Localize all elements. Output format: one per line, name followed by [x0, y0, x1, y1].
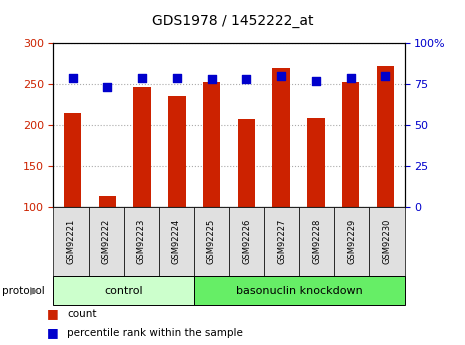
Text: GSM92225: GSM92225: [207, 219, 216, 264]
Text: GSM92230: GSM92230: [383, 219, 392, 264]
Point: [173, 75, 180, 80]
Point: [69, 75, 76, 80]
Text: control: control: [104, 286, 143, 296]
Text: GSM92226: GSM92226: [242, 219, 251, 264]
Text: GSM92221: GSM92221: [66, 219, 75, 264]
Bar: [272, 68, 290, 207]
Bar: [342, 82, 359, 207]
Point: [104, 85, 111, 90]
Bar: [377, 66, 394, 207]
Bar: [99, 196, 116, 207]
Text: GSM92224: GSM92224: [172, 219, 181, 264]
Bar: [64, 113, 81, 207]
Text: percentile rank within the sample: percentile rank within the sample: [67, 328, 243, 338]
Text: count: count: [67, 309, 97, 319]
Text: GDS1978 / 1452222_at: GDS1978 / 1452222_at: [152, 14, 313, 28]
Text: ■: ■: [46, 326, 58, 339]
Text: protocol: protocol: [2, 286, 45, 296]
Point: [312, 78, 319, 83]
Text: basonuclin knockdown: basonuclin knockdown: [236, 286, 363, 296]
Point: [382, 73, 389, 79]
Bar: [168, 96, 186, 207]
Point: [139, 75, 146, 80]
Bar: [203, 82, 220, 207]
Text: GSM92222: GSM92222: [102, 219, 111, 264]
Text: GSM92227: GSM92227: [277, 219, 286, 264]
Text: ■: ■: [46, 307, 58, 321]
Point: [347, 75, 354, 80]
Bar: [133, 87, 151, 207]
Text: GSM92229: GSM92229: [347, 219, 356, 264]
Bar: [307, 118, 325, 207]
Text: GSM92228: GSM92228: [312, 219, 321, 264]
Text: ▶: ▶: [30, 286, 39, 296]
Point: [278, 73, 285, 79]
Bar: [238, 119, 255, 207]
Text: GSM92223: GSM92223: [137, 219, 146, 264]
Point: [208, 77, 215, 82]
Point: [243, 77, 250, 82]
